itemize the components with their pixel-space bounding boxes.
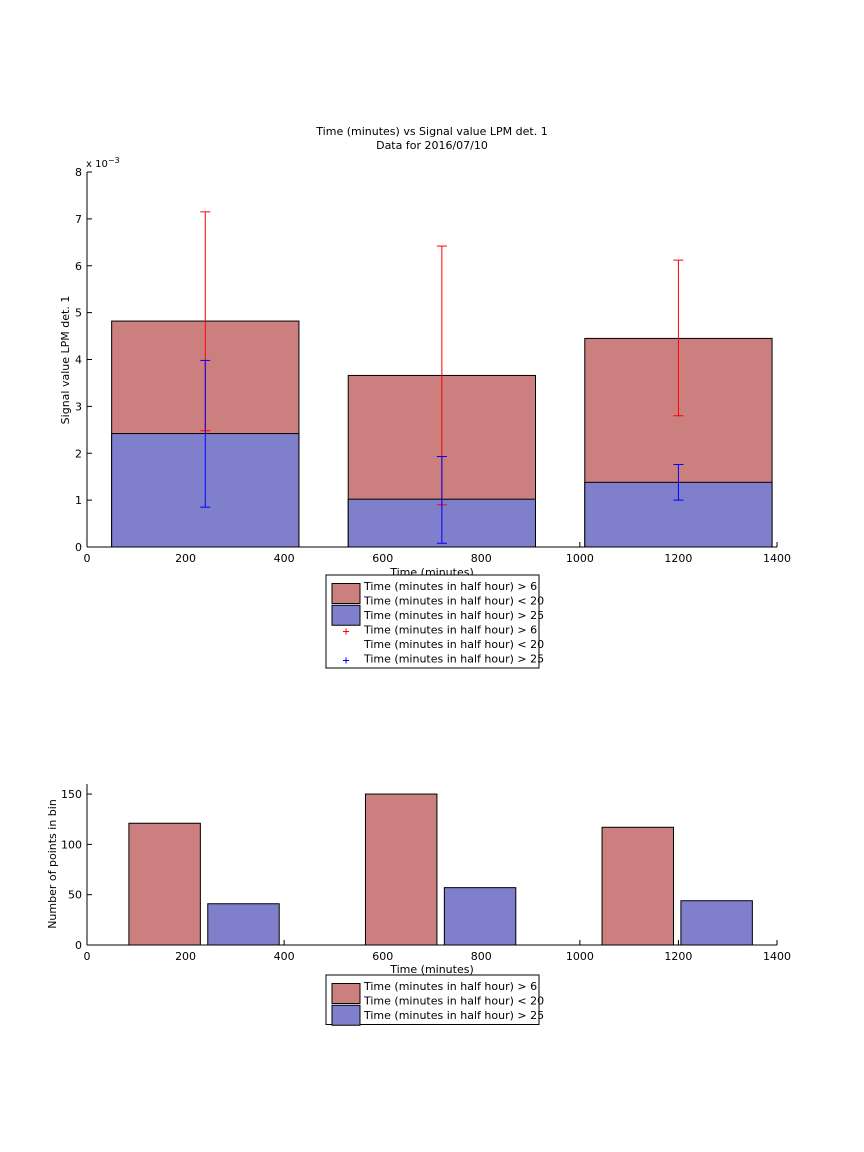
y-tick-label: 7 <box>75 213 82 226</box>
y-tick-label: 2 <box>75 447 82 460</box>
x-axis-label: Time (minutes) <box>389 963 474 976</box>
x-tick-label: 200 <box>175 950 196 963</box>
x-tick-label: 1000 <box>566 552 594 565</box>
y-tick-label: 6 <box>75 260 82 273</box>
legend-label: Time (minutes in half hour) > 6 <box>363 980 537 993</box>
x-tick-label: 1400 <box>763 950 791 963</box>
x-tick-label: 400 <box>274 552 295 565</box>
y-tick-label: 8 <box>75 166 82 179</box>
x-tick-label: 1400 <box>763 552 791 565</box>
legend-swatch <box>331 1004 361 1026</box>
legend-label: Time (minutes in half hour) < 20 <box>363 995 544 1008</box>
x-tick-label: 200 <box>175 552 196 565</box>
bar-blue <box>207 903 280 946</box>
y-tick-label: 50 <box>68 889 82 902</box>
legend-label: Time (minutes in half hour) > 25 <box>363 1009 544 1022</box>
y-exponent-base: x 10 <box>86 159 108 170</box>
y-tick-label: 4 <box>75 354 82 367</box>
x-tick-label: 800 <box>471 552 492 565</box>
y-exponent-power: −3 <box>108 156 120 165</box>
legend-swatch <box>331 583 361 604</box>
x-tick-label: 0 <box>84 552 91 565</box>
plot-area: 0 200 400 600 800 1000 1200 1400 0 50 100 150 <box>61 784 791 963</box>
legend-label: Time (minutes in half hour) > 25 <box>363 653 544 666</box>
bar-blue <box>680 900 753 946</box>
y-tick-label: 0 <box>75 541 82 554</box>
bar-red <box>364 793 438 946</box>
x-tick-label: 400 <box>274 950 295 963</box>
x-tick-label: 1200 <box>664 950 692 963</box>
chart-subtitle: Data for 2016/07/10 <box>376 139 488 152</box>
x-tick-label: 0 <box>84 950 91 963</box>
y-tick-label: 0 <box>75 939 82 952</box>
y-exponent-label: x 10−3 <box>86 156 120 170</box>
legend-label: Time (minutes in half hour) > 25 <box>363 609 544 622</box>
y-tick-label: 1 <box>75 494 82 507</box>
legend-label: Time (minutes in half hour) > 6 <box>363 624 537 637</box>
x-tick-label: 600 <box>372 950 393 963</box>
legend: Time (minutes in half hour) > 6 Time (min… <box>325 974 544 1026</box>
y-tick-label: 100 <box>61 838 82 851</box>
bar-red <box>601 826 674 946</box>
legend-box <box>325 574 540 669</box>
y-tick-label: 150 <box>61 788 82 801</box>
plot-area: 0 200 400 600 800 1000 1200 1400 0 1 2 3 4 5 6 7 8 <box>75 166 791 565</box>
y-axis-label: Number of points in bin <box>46 799 59 929</box>
y-axis-label: Signal value LPM det. 1 <box>59 296 72 425</box>
x-tick-label: 1000 <box>566 950 594 963</box>
legend-label: Time (minutes in half hour) < 20 <box>363 638 544 651</box>
y-tick-label: 5 <box>75 307 82 320</box>
y-tick-label: 3 <box>75 400 82 413</box>
x-tick-label: 1200 <box>664 552 692 565</box>
legend-swatch <box>331 604 361 626</box>
legend-swatch <box>331 983 361 1004</box>
x-tick-label: 600 <box>372 552 393 565</box>
legend-label: Time (minutes in half hour) > 6 <box>363 580 537 593</box>
legend-label: Time (minutes in half hour) < 20 <box>363 595 544 608</box>
signal-chart: Time (minutes) vs Signal value LPM det. … <box>59 125 791 669</box>
legend-box <box>325 974 540 1025</box>
count-chart: 0 200 400 600 800 1000 1200 1400 0 50 100 150 Time … <box>46 784 791 1026</box>
bar-blue <box>443 887 517 946</box>
bar-red <box>128 822 201 946</box>
chart-title: Time (minutes) vs Signal value LPM det. … <box>315 125 547 138</box>
x-tick-label: 800 <box>471 950 492 963</box>
